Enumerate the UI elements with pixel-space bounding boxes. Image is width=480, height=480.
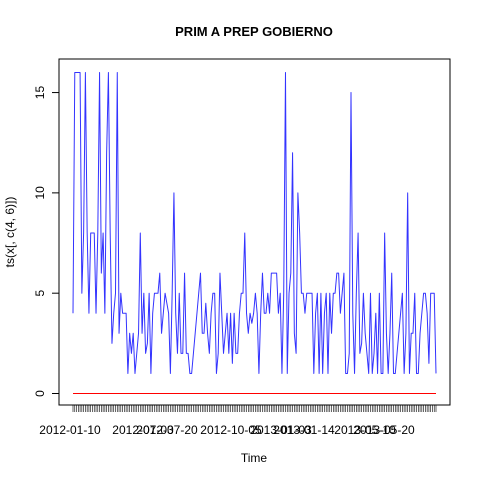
x-tick-label: 2013-05-10	[334, 423, 396, 437]
y-axis: 0 5 10 15	[33, 86, 60, 397]
x-tick-label: 2012-01-10	[39, 423, 101, 437]
series-layer	[72, 72, 437, 394]
series-line-blue	[72, 72, 437, 374]
x-tick-label: 2012-10-05	[200, 423, 262, 437]
x-tick-label: 2012-07-03	[112, 423, 174, 437]
x-tick-label: 2013-01-03	[250, 423, 312, 437]
y-axis-label: ts(x[, c(4, 6)])	[3, 197, 17, 268]
x-tick-label: 2013-01-14	[273, 423, 335, 437]
x-tick-label: 2012-07-20	[136, 423, 198, 437]
y-tick-label: 15	[33, 86, 47, 100]
x-tick-label: 2013-05-20	[353, 423, 415, 437]
y-tick-label: 10	[33, 186, 47, 200]
y-tick-label: 5	[33, 290, 47, 297]
x-axis-label: Time	[241, 451, 268, 465]
chart-title: PRIM A PREP GOBIERNO	[175, 24, 333, 39]
y-tick-label: 0	[33, 390, 47, 397]
